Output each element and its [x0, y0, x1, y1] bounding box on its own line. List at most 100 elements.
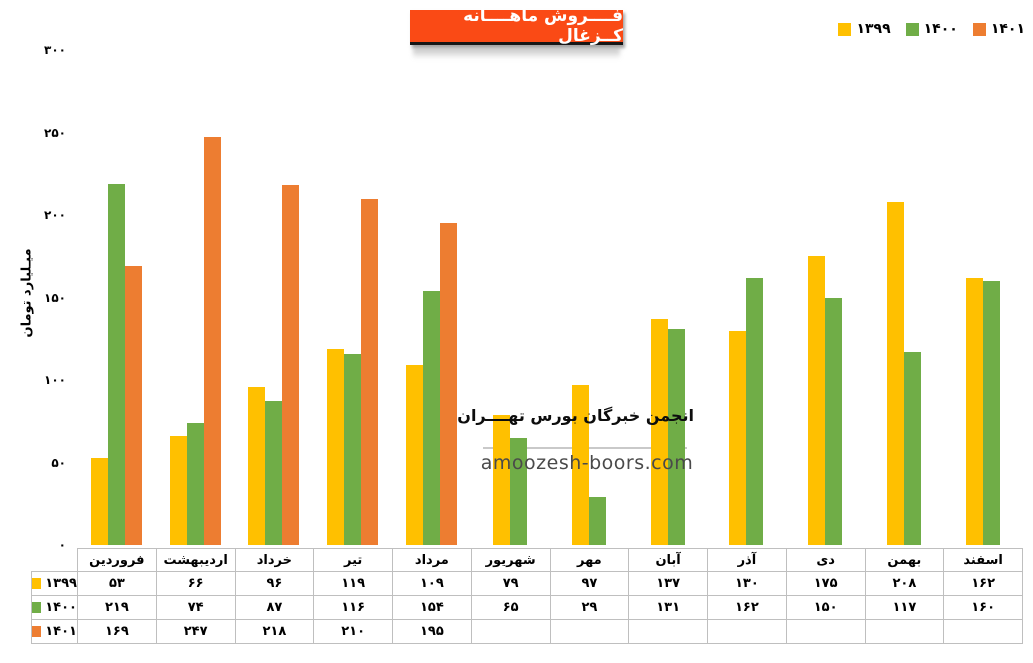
bar-1400-month-6 — [510, 437, 528, 545]
bar-1400-month-11 — [903, 351, 921, 545]
table-col-header-month-3: خرداد — [234, 548, 315, 572]
legend-item-2: ۱۴۰۰ — [905, 21, 958, 37]
table-cell-1400-month-1: ۲۱۹ — [77, 595, 157, 620]
bar-1400-month-10 — [825, 297, 843, 545]
bar-1399-month-6 — [493, 414, 511, 545]
table-cell-1399-month-2: ۶۶ — [155, 571, 236, 596]
bar-series-area — [77, 50, 1022, 545]
watermark-text-en: amoozesh-boors.com — [480, 452, 694, 474]
table-cell-1400-month-12: ۱۶۰ — [943, 595, 1023, 620]
table-cell-1399-month-10: ۱۷۵ — [785, 571, 866, 596]
row-key-swatch-icon — [32, 626, 42, 637]
row-key-wrap: ۱۳۹۹ — [32, 576, 77, 591]
y-tick-100: ۱۰۰ — [44, 373, 66, 387]
table-col-header-month-2: اردیبهشت — [155, 548, 236, 572]
bar-1399-month-4 — [327, 348, 345, 545]
table-cell-1399-month-4: ۱۱۹ — [313, 571, 393, 596]
table-corner-cell — [32, 549, 78, 572]
y-tick-200: ۲۰۰ — [44, 208, 66, 222]
bar-group-month-3 — [235, 50, 314, 545]
legend-item-3: ۱۴۰۱ — [972, 21, 1025, 37]
table-cell-1399-month-1: ۵۳ — [77, 571, 157, 596]
table-cell-1400-month-5: ۱۵۴ — [392, 595, 472, 620]
bar-1399-month-10 — [808, 256, 826, 545]
legend-label: ۱۴۰۱ — [990, 21, 1025, 37]
row-key-label: ۱۳۹۹ — [45, 576, 77, 591]
row-key-swatch-icon — [32, 602, 42, 613]
table-cell-1400-month-6: ۶۵ — [470, 595, 551, 620]
bar-1400-month-3 — [265, 401, 283, 545]
table-cell-1401-month-7 — [549, 619, 630, 644]
bar-1401-month-5 — [439, 223, 457, 545]
table-cell-1399-month-5: ۱۰۹ — [392, 571, 472, 596]
table-col-header-month-4: تیر — [313, 548, 393, 572]
table-cell-1400-month-2: ۷۴ — [155, 595, 236, 620]
bar-1401-month-2 — [203, 137, 221, 545]
row-key-label: ۱۴۰۱ — [45, 624, 77, 639]
bar-group-month-12 — [943, 50, 1022, 545]
table-row-1400: ۱۴۰۰ ۲۱۹ ۷۴ ۸۷ ۱۱۶ ۱۵۴ ۶۵ ۲۹ ۱۳۱ ۱۶۲ ۱۵۰ ۱۱۷ ۱۶۰ — [31, 595, 1023, 620]
table-cell-1401-month-1: ۱۶۹ — [77, 619, 157, 644]
bar-1399-month-9 — [729, 330, 747, 545]
table-col-header-month-7: مهر — [549, 548, 630, 572]
legend-label: ۱۳۹۹ — [856, 21, 891, 37]
title-reflection — [413, 48, 620, 59]
y-tick-300: ۳۰۰ — [44, 43, 66, 57]
table-cell-1399-month-11: ۲۰۸ — [864, 571, 945, 596]
bar-1400-month-8 — [667, 328, 685, 545]
bar-1399-month-1 — [90, 457, 108, 545]
bar-1399-month-7 — [571, 384, 589, 545]
y-axis-title: میـلیارد تومان — [19, 248, 35, 338]
table-cell-1401-month-5: ۱۹۵ — [392, 619, 472, 644]
bar-group-month-11 — [865, 50, 944, 545]
bar-group-month-8 — [628, 50, 707, 545]
bar-group-month-6 — [471, 50, 550, 545]
table-col-header-month-12: اسفند — [943, 548, 1023, 572]
bar-group-month-9 — [707, 50, 786, 545]
legend-label: ۱۴۰۰ — [923, 21, 958, 37]
y-tick-0: ۰ — [58, 538, 66, 552]
bar-1400-month-4 — [344, 353, 362, 545]
bar-1401-month-1 — [124, 266, 142, 545]
bar-1400-month-12 — [982, 281, 1000, 545]
bar-1400-month-1 — [107, 183, 125, 545]
table-cell-1401-month-9 — [707, 619, 787, 644]
table-cell-1400-month-7: ۲۹ — [549, 595, 630, 620]
table-header-row: فروردین اردیبهشت خرداد تیر مرداد شهریور مهر آبا… — [32, 548, 1023, 572]
bar-1399-month-2 — [169, 436, 187, 545]
chart-title: فــــروش ماهــــانه کــزغال — [410, 6, 623, 46]
table-cell-1400-month-4: ۱۱۶ — [313, 595, 393, 620]
table-cell-1399-month-3: ۹۶ — [234, 571, 315, 596]
row-key-label: ۱۴۰۰ — [45, 600, 77, 615]
table-cell-1399-month-7: ۹۷ — [549, 571, 630, 596]
chart-legend: ۱۳۹۹ ۱۴۰۰ ۱۴۰۱ — [838, 21, 1025, 37]
table-row-1399: ۱۳۹۹ ۵۳ ۶۶ ۹۶ ۱۱۹ ۱۰۹ ۷۹ ۹۷ ۱۳۷ ۱۳۰ ۱۷۵ ۲۰۸ ۱۶۲ — [31, 571, 1023, 596]
bar-1400-month-9 — [746, 277, 764, 545]
table-cell-1399-month-6: ۷۹ — [470, 571, 551, 596]
table-col-header-month-1: فروردین — [77, 548, 157, 572]
table-cell-1399-month-12: ۱۶۲ — [943, 571, 1023, 596]
table-cell-1401-month-10 — [785, 619, 866, 644]
bar-group-month-5 — [392, 50, 471, 545]
table-cell-1399-month-8: ۱۳۷ — [628, 571, 708, 596]
table-cell-1400-month-10: ۱۵۰ — [785, 595, 866, 620]
legend-swatch-icon — [972, 22, 986, 36]
watermark-text-fa: انجمن خبرگان بورس تهــــران — [457, 406, 694, 425]
bar-1400-month-7 — [588, 497, 606, 545]
table-col-header-month-11: بهمن — [864, 548, 945, 572]
table-row-key-1400: ۱۴۰۰ — [31, 595, 78, 620]
table-cell-1400-month-9: ۱۶۲ — [707, 595, 787, 620]
y-tick-250: ۲۵۰ — [44, 125, 66, 140]
table-cell-1401-month-8 — [628, 619, 708, 644]
legend-swatch-icon — [905, 22, 919, 36]
y-tick-50: ۵۰ — [51, 455, 66, 470]
table-cell-1401-month-4: ۲۱۰ — [313, 619, 393, 644]
bar-1399-month-5 — [405, 365, 423, 545]
y-tick-150: ۱۵۰ — [44, 290, 66, 305]
row-key-wrap: ۱۴۰۱ — [32, 624, 77, 639]
table-col-header-month-6: شهریور — [470, 548, 551, 572]
legend-item-1: ۱۳۹۹ — [838, 21, 891, 37]
row-key-swatch-icon — [32, 578, 42, 589]
bar-1400-month-2 — [186, 422, 204, 545]
table-col-header-month-10: دی — [785, 548, 866, 572]
